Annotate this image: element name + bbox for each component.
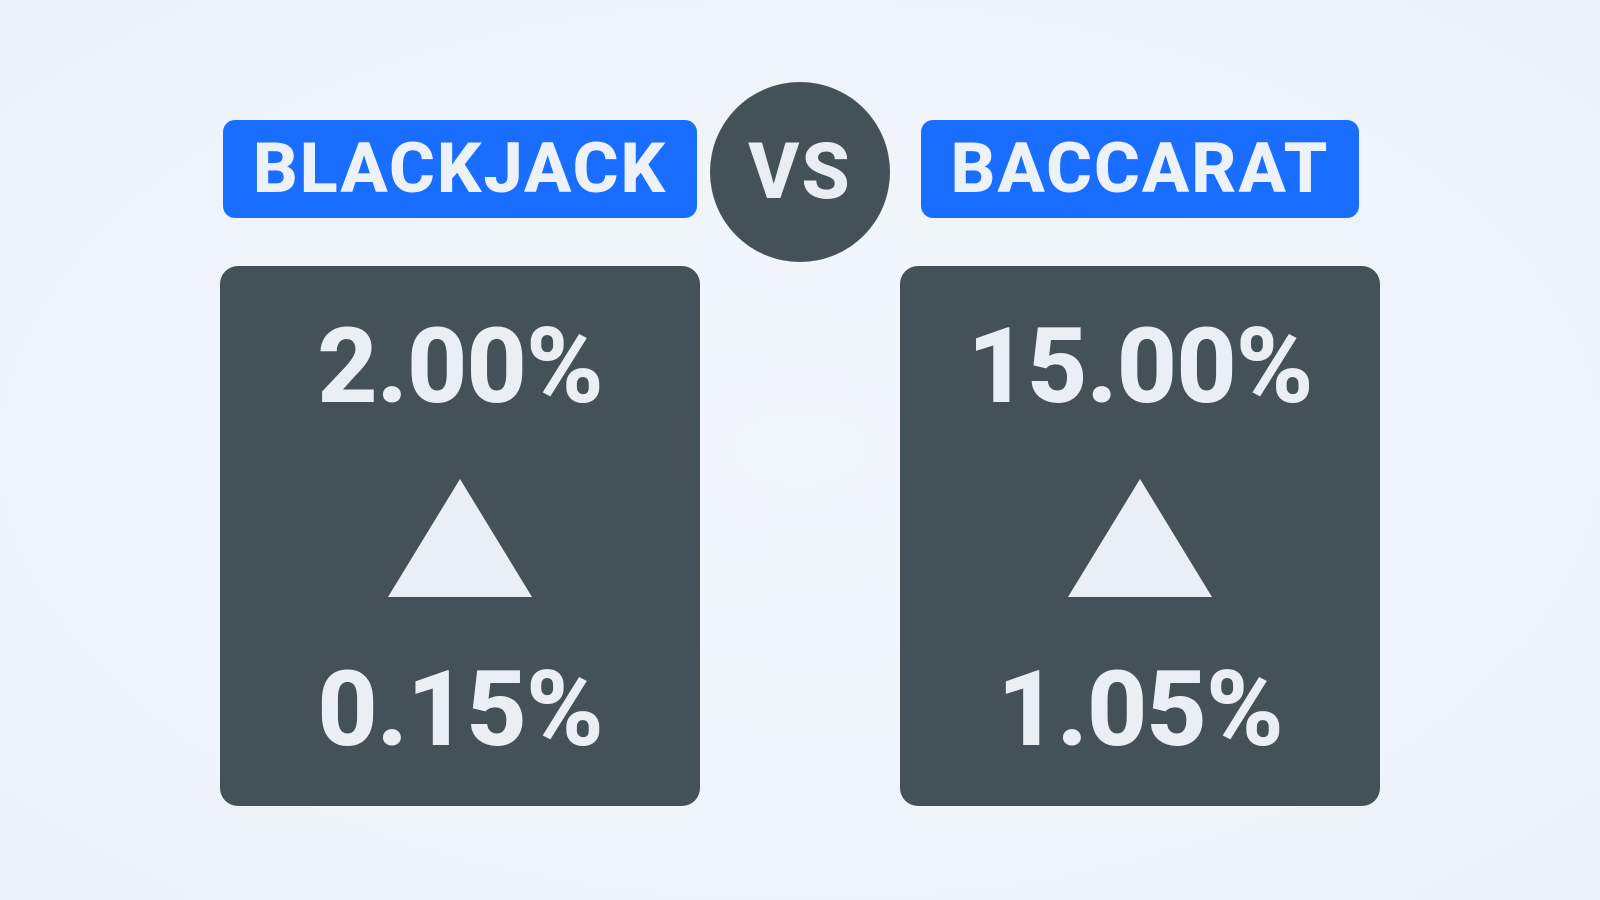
triangle-up-icon xyxy=(388,479,532,597)
right-upper-value: 15.00% xyxy=(967,314,1312,419)
left-upper-value: 2.00% xyxy=(317,314,603,419)
left-lower-value: 0.15% xyxy=(317,657,603,762)
right-panel: BACCARAT 15.00% 1.05% xyxy=(870,120,1410,806)
right-lower-value: 1.05% xyxy=(997,657,1283,762)
vs-label: VS xyxy=(748,127,852,218)
right-title-pill: BACCARAT xyxy=(921,120,1360,218)
right-stat-box: 15.00% 1.05% xyxy=(900,266,1380,806)
left-stat-box: 2.00% 0.15% xyxy=(220,266,700,806)
triangle-up-icon xyxy=(1068,479,1212,597)
comparison-infographic: VS BLACKJACK 2.00% 0.15% BACCARAT 15.00%… xyxy=(0,0,1600,900)
left-title-pill: BLACKJACK xyxy=(223,120,697,218)
vs-badge: VS xyxy=(710,82,890,262)
left-panel: BLACKJACK 2.00% 0.15% xyxy=(190,120,730,806)
